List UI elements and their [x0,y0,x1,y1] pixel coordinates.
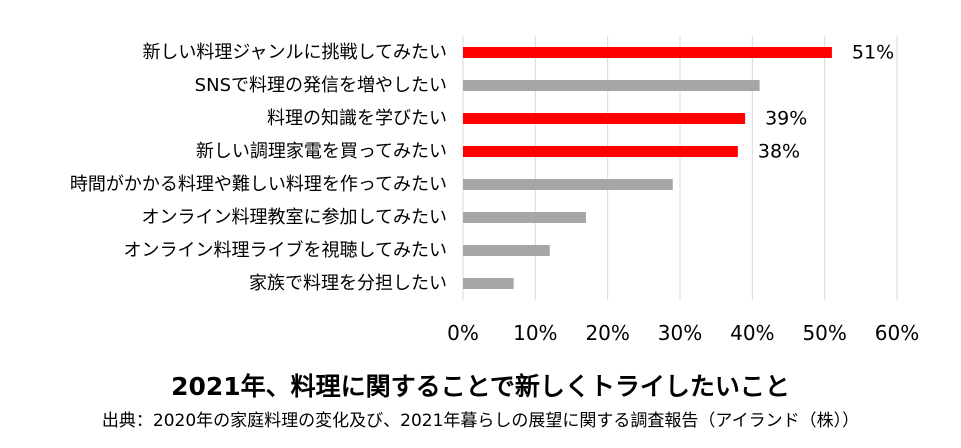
category-label-6: オンライン料理ライブを視聴してみたい [124,239,447,261]
bar-5 [463,212,586,223]
category-label-4: 時間がかかる料理や難しい料理を作ってみたい [70,174,447,195]
category-label-3: 新しい調理家電を買ってみたい [196,141,447,162]
category-label-0: 新しい料理ジャンルに挑戦してみたい [142,42,447,63]
x-tick-label-3: 30% [658,321,702,345]
bars [463,47,832,289]
data-labels: 51% 39% 38% [758,42,894,163]
chart-source: 出典：2020年の家庭料理の変化及び、2021年暮らしの展望に関する調査報告（ア… [101,411,860,431]
x-tick-label-5: 50% [802,321,846,345]
x-tick-label-0: 0% [447,321,479,345]
category-label-7: 家族で料理を分担したい [249,273,447,294]
x-tick-labels: 0% 10% 20% 30% 40% 50% 60% [447,321,919,345]
x-tick-label-4: 40% [730,321,774,345]
category-label-2: 料理の知識を学びたい [267,108,447,129]
bar-1 [463,80,760,91]
data-label-3: 38% [758,141,800,163]
grid-lines [462,36,898,300]
x-tick-label-6: 60% [875,321,919,345]
category-label-1: SNSで料理の発信を増やしたい [195,75,447,96]
data-label-0: 51% [852,42,894,64]
chart-title: 2021年、料理に関することで新しくトライしたいこと [171,372,790,401]
x-tick-label-1: 10% [513,321,557,345]
bar-3 [463,146,738,157]
bar-0 [463,47,832,58]
bar-2 [463,113,746,124]
bar-chart: 新しい料理ジャンルに挑戦してみたい SNSで料理の発信を増やしたい料理の知識を学び… [70,36,919,345]
data-label-2: 39% [765,108,807,130]
category-label-5: オンライン料理教室に参加してみたい [142,207,447,228]
x-tick-label-2: 20% [585,321,629,345]
bar-6 [463,245,550,256]
bar-4 [463,179,673,190]
category-labels: 新しい料理ジャンルに挑戦してみたい SNSで料理の発信を増やしたい料理の知識を学び… [70,42,447,294]
bar-7 [463,278,514,289]
